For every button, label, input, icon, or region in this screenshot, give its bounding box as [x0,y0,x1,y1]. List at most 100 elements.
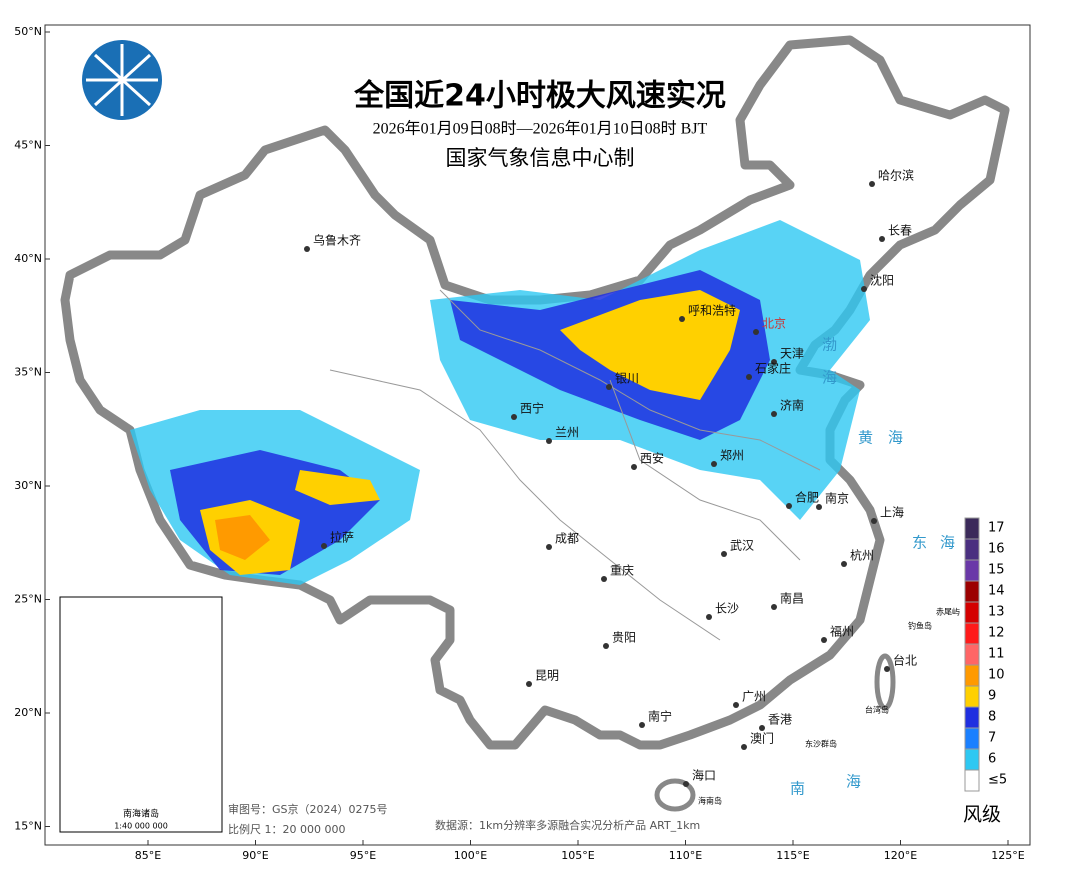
city-label: 石家庄 [755,361,791,376]
legend-label: 12 [988,626,1005,641]
legend-swatch [964,559,980,582]
island-label: 东沙群岛 [805,739,837,749]
approval: 审图号：GS京（2024）0275号 [228,802,388,816]
title: 全国近24小时极大风速实况 [353,79,726,114]
city-dot [753,329,759,335]
city-dot [816,504,822,510]
city-dot [304,246,310,252]
lon-label: 100°E [454,849,487,862]
city-dot [603,643,609,649]
legend-label: 9 [988,689,996,704]
city-label: 乌鲁木齐 [313,233,361,248]
lat-label: 40°N [14,252,42,265]
legend-label: 10 [988,668,1005,683]
city-dot [786,503,792,509]
sea-label: 南 [790,780,805,798]
legend-swatch [964,622,980,645]
city-label: 西安 [640,451,664,466]
city-label: 沈阳 [870,273,894,288]
boundaries [329,289,821,641]
lon-label: 125°E [991,849,1024,862]
legend-swatch [964,685,980,708]
city-dot [683,781,689,787]
sea-label: 海 [888,429,903,447]
city-label: 香港 [768,713,792,727]
city-label: 贵阳 [612,631,636,645]
legend-swatch [964,664,980,687]
sea-label: 东 [912,534,927,552]
lat-label: 30°N [14,479,42,492]
legend-label: 7 [988,731,996,746]
city-dot [546,438,552,444]
city-label: 拉萨 [330,530,354,545]
legend-label: 11 [988,647,1005,662]
lon-label: 105°E [561,849,594,862]
city-label: 长沙 [715,602,739,616]
city-dot [884,666,890,672]
city-label: 重庆 [610,564,634,578]
city-label: 成都 [555,532,579,546]
island-label: 钓鱼岛 [908,621,932,631]
city-dot [526,681,532,687]
legend-swatch [964,769,980,792]
city-label: 南宁 [648,709,672,724]
city-label: 北京 [762,317,786,331]
legend-swatch [964,580,980,603]
hainan [654,778,696,812]
city-label: 广州 [742,690,766,704]
city-label: 台北 [893,653,917,668]
sea-label: 黄 [858,429,873,447]
city-dot [741,744,747,750]
city-label: 哈尔滨 [878,168,914,183]
city-label: 兰州 [555,426,579,440]
wind-areas [130,220,870,585]
inset-scale: 1:40 000 000 [114,822,168,831]
sea-label: 海 [822,369,837,387]
source: 数据源：1km分辨率多源融合实况分析产品 ART_1km [435,818,700,832]
city-label: 澳门 [750,731,774,746]
sea-label: 渤 [822,336,837,354]
lon-label: 95°E [350,849,376,862]
legend-label: 16 [988,542,1005,557]
legend-title: 风级 [963,804,1001,826]
city-label: 呼和浩特 [688,303,736,318]
legend-label: 13 [988,605,1005,620]
city-label: 南昌 [780,591,804,606]
city-dot [721,551,727,557]
legend-label: 6 [988,752,996,767]
city-dot [546,544,552,550]
city-dot [879,236,885,242]
city-label: 昆明 [535,669,559,683]
lat-label: 35°N [14,366,42,379]
lon-label: 85°E [135,849,161,862]
city-label: 郑州 [720,448,744,463]
lat-label: 50°N [14,25,42,38]
lon-label: 110°E [669,849,702,862]
scale: 比例尺 1：20 000 000 [228,822,345,836]
city-label: 海口 [692,768,716,783]
city-label: 上海 [880,505,904,520]
city-dot [511,414,517,420]
legend-swatch [964,727,980,750]
legend-swatch [964,748,980,771]
city-dot [706,614,712,620]
city-label: 天津 [780,347,804,361]
sea-label: 海 [846,773,861,791]
city-label: 武汉 [730,539,754,553]
lat-label: 25°N [14,593,42,606]
legend-label: 8 [988,710,996,725]
city-label: 福州 [830,624,854,639]
city-dot [606,384,612,390]
city-dot [771,359,777,365]
city-dot [733,702,739,708]
city-dot [871,518,877,524]
legend-label: 14 [988,584,1005,599]
city-dot [759,725,765,731]
sea-label: 海 [940,534,955,552]
legend-swatch [964,706,980,729]
city-dot [321,543,327,549]
inset-title: 南海诸岛 [123,808,159,820]
legend-label: 17 [988,521,1005,536]
city-dot [631,464,637,470]
island-label: 台湾岛 [865,705,889,715]
